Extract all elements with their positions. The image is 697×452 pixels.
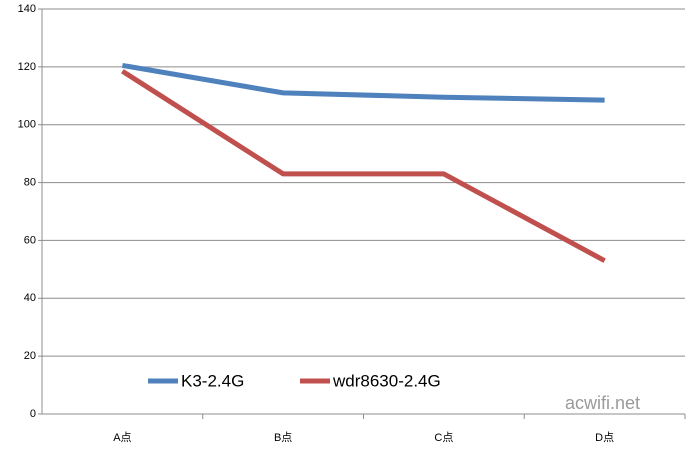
x-tick-label: D点	[595, 431, 614, 444]
y-tick-label: 20	[24, 350, 36, 362]
series-line	[121, 69, 606, 263]
legend-label: wdr8630-2.4G	[332, 371, 441, 390]
y-tick-label: 100	[18, 119, 36, 131]
y-tick-label: 120	[18, 61, 36, 73]
x-tick-label: A点	[113, 431, 131, 444]
y-tick-label: 40	[24, 292, 36, 304]
y-tick-label: 140	[18, 3, 36, 15]
x-tick-label: C点	[434, 431, 453, 444]
x-tick-label: B点	[274, 431, 292, 444]
series-line	[121, 62, 605, 103]
watermark: acwifi.net	[565, 393, 640, 413]
y-tick-label: 0	[30, 408, 36, 420]
legend-label: K3-2.4G	[181, 371, 244, 390]
y-tick-label: 60	[24, 234, 36, 246]
y-tick-label: 80	[24, 176, 36, 188]
